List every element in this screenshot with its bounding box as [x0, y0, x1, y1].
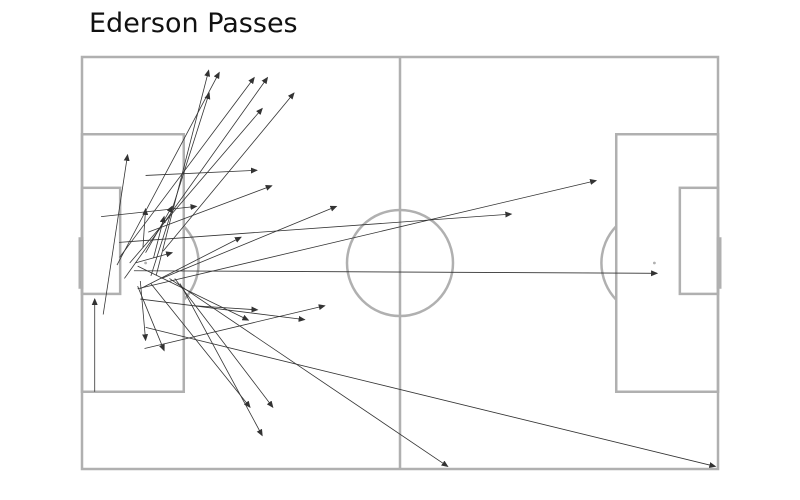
pass-arrow-3	[145, 167, 258, 176]
pass-arrow-11	[119, 76, 255, 258]
pass-arrow-12	[124, 76, 269, 279]
pass-arrow-18	[179, 283, 263, 437]
pass-arrow-20	[145, 326, 717, 468]
right-penalty-arc	[600, 225, 618, 301]
chart-title: Ederson Passes	[89, 8, 298, 39]
pass-arrow-25	[148, 185, 273, 233]
pass-arrow-19	[169, 278, 449, 467]
pass-arrow-22	[119, 211, 513, 243]
pass-arrow-32	[142, 207, 149, 248]
pass-arrow-24	[133, 270, 659, 277]
pass-arrow-15	[129, 107, 263, 264]
centre-circle	[345, 208, 455, 318]
right-six-yard-box	[678, 186, 720, 296]
pass-arrow-17	[174, 278, 274, 408]
pass-arrow-13	[140, 298, 306, 322]
pass-arrow-16	[150, 283, 251, 408]
pass-arrow-29	[139, 280, 149, 342]
pass-arrow-1	[102, 153, 130, 315]
pass-arrow-30	[137, 286, 165, 352]
pass-arrow-4	[101, 204, 198, 218]
right-penalty-spot	[653, 261, 656, 265]
pass-arrow-26	[140, 236, 242, 290]
pass-arrow-21	[161, 205, 338, 279]
pass-arrow-14	[150, 92, 211, 276]
left-penalty-box	[80, 133, 186, 393]
left-penalty-spot	[144, 261, 148, 265]
pass-arrow-8	[194, 305, 259, 313]
right-penalty-box	[614, 133, 720, 393]
pass-arrow-6	[144, 304, 326, 349]
pass-arrow-10	[116, 71, 220, 266]
pitch-lines	[78, 55, 722, 471]
pass-arrow-9	[162, 92, 295, 252]
pass-arrow-5	[137, 265, 250, 321]
pass-arrows	[91, 69, 717, 468]
centre-spot	[398, 261, 402, 265]
pass-arrow-31	[145, 205, 173, 253]
